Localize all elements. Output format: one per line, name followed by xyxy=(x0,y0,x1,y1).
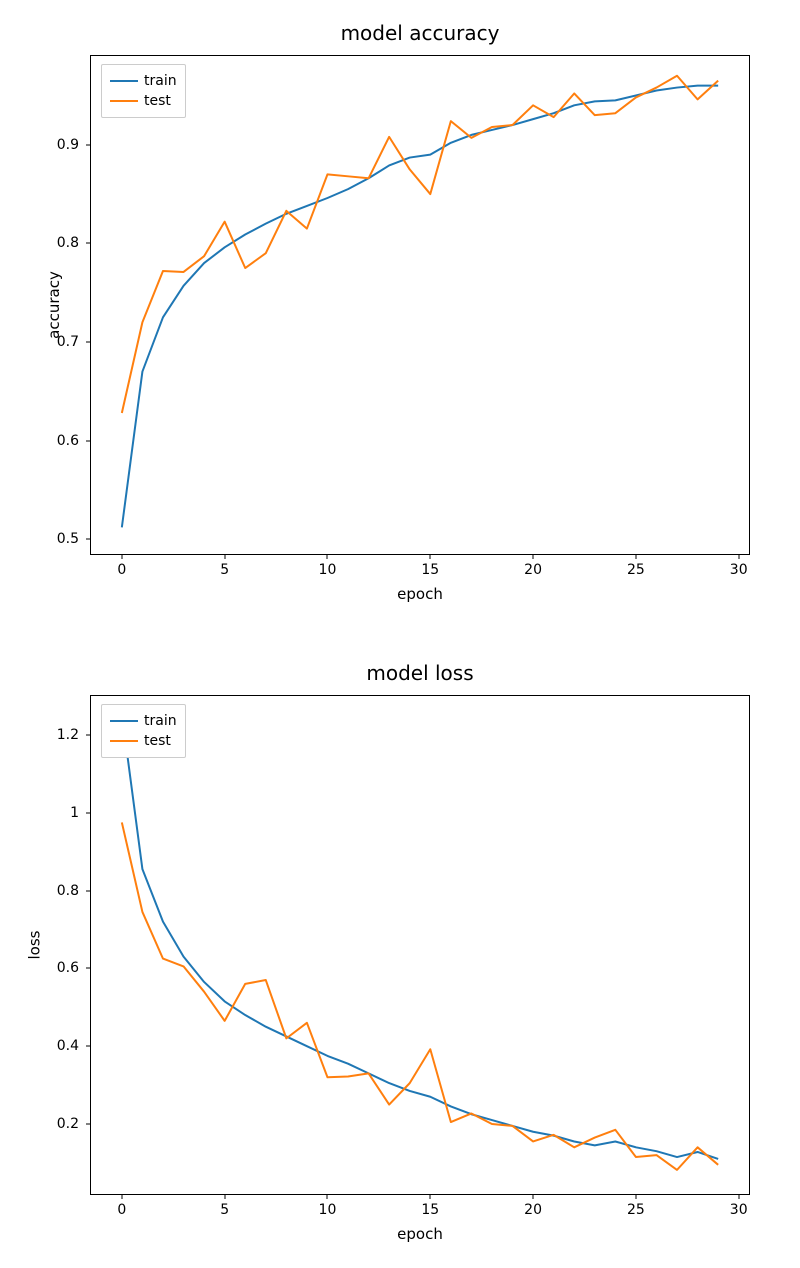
ytick-label: 0.2 xyxy=(57,1116,79,1132)
xtick-mark xyxy=(121,1194,122,1199)
ytick-mark xyxy=(86,243,91,244)
ytick-mark xyxy=(86,1123,91,1124)
ytick-mark xyxy=(86,890,91,891)
ytick-mark xyxy=(86,968,91,969)
series-line-test xyxy=(122,822,718,1169)
loss-title: model loss xyxy=(90,661,750,685)
xtick-mark xyxy=(224,1194,225,1199)
accuracy-plot-area: train test 0510152025300.50.60.70.80.9 xyxy=(90,55,750,555)
ytick-label: 0.9 xyxy=(57,137,79,153)
loss-legend: train test xyxy=(101,704,186,758)
figure: model accuracy accuracy epoch train test… xyxy=(0,0,800,1268)
ytick-mark xyxy=(86,539,91,540)
xtick-mark xyxy=(533,554,534,559)
legend-label-test: test xyxy=(144,93,171,109)
accuracy-legend: train test xyxy=(101,64,186,118)
xtick-label: 0 xyxy=(117,562,126,578)
loss-xlabel: epoch xyxy=(90,1225,750,1243)
ytick-mark xyxy=(86,144,91,145)
accuracy-subplot: model accuracy accuracy epoch train test… xyxy=(90,55,750,555)
legend-swatch-test xyxy=(110,100,138,102)
accuracy-ylabel: accuracy xyxy=(45,271,63,339)
xtick-mark xyxy=(121,554,122,559)
legend-item-test: test xyxy=(110,91,177,111)
xtick-mark xyxy=(224,554,225,559)
accuracy-title: model accuracy xyxy=(90,21,750,45)
legend-swatch-train xyxy=(110,720,138,722)
ytick-label: 1.2 xyxy=(57,727,79,743)
xtick-mark xyxy=(738,554,739,559)
xtick-label: 0 xyxy=(117,1202,126,1218)
ytick-label: 0.7 xyxy=(57,334,79,350)
xtick-label: 15 xyxy=(421,1202,439,1218)
xtick-label: 25 xyxy=(627,562,645,578)
ytick-mark xyxy=(86,734,91,735)
legend-label-train: train xyxy=(144,713,177,729)
xtick-mark xyxy=(430,1194,431,1199)
legend-swatch-train xyxy=(110,80,138,82)
xtick-mark xyxy=(635,554,636,559)
xtick-label: 5 xyxy=(220,1202,229,1218)
series-line-train xyxy=(122,86,718,528)
xtick-mark xyxy=(327,554,328,559)
accuracy-lines-svg xyxy=(91,56,749,554)
loss-ylabel: loss xyxy=(25,931,43,960)
xtick-label: 5 xyxy=(220,562,229,578)
xtick-mark xyxy=(430,554,431,559)
xtick-mark xyxy=(738,1194,739,1199)
xtick-label: 10 xyxy=(319,562,337,578)
legend-item-train: train xyxy=(110,711,177,731)
legend-label-train: train xyxy=(144,73,177,89)
ytick-label: 1 xyxy=(70,805,79,821)
xtick-label: 15 xyxy=(421,562,439,578)
series-line-test xyxy=(122,76,718,413)
ytick-mark xyxy=(86,1046,91,1047)
legend-item-train: train xyxy=(110,71,177,91)
loss-subplot: model loss loss epoch train test 0510152… xyxy=(90,695,750,1195)
legend-label-test: test xyxy=(144,733,171,749)
xtick-mark xyxy=(635,1194,636,1199)
ytick-mark xyxy=(86,440,91,441)
ytick-mark xyxy=(86,341,91,342)
ytick-label: 0.8 xyxy=(57,883,79,899)
loss-plot-area: train test 0510152025300.20.40.60.811.2 xyxy=(90,695,750,1195)
ytick-label: 0.5 xyxy=(57,531,79,547)
xtick-mark xyxy=(327,1194,328,1199)
legend-swatch-test xyxy=(110,740,138,742)
xtick-label: 30 xyxy=(730,562,748,578)
ytick-label: 0.6 xyxy=(57,433,79,449)
series-line-train xyxy=(122,714,718,1159)
ytick-label: 0.4 xyxy=(57,1038,79,1054)
loss-lines-svg xyxy=(91,696,749,1194)
accuracy-xlabel: epoch xyxy=(90,585,750,603)
ytick-label: 0.6 xyxy=(57,960,79,976)
xtick-label: 20 xyxy=(524,562,542,578)
ytick-mark xyxy=(86,812,91,813)
xtick-label: 30 xyxy=(730,1202,748,1218)
ytick-label: 0.8 xyxy=(57,235,79,251)
xtick-label: 20 xyxy=(524,1202,542,1218)
xtick-mark xyxy=(533,1194,534,1199)
xtick-label: 10 xyxy=(319,1202,337,1218)
xtick-label: 25 xyxy=(627,1202,645,1218)
legend-item-test: test xyxy=(110,731,177,751)
